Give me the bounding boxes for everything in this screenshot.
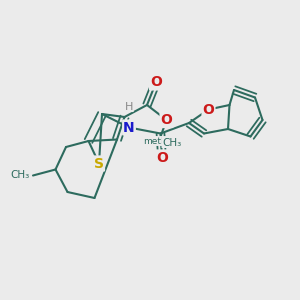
Text: CH₃: CH₃ (162, 137, 181, 148)
Text: N: N (123, 121, 135, 134)
Text: CH₃: CH₃ (11, 170, 30, 181)
Text: O: O (160, 113, 172, 127)
Text: O: O (156, 151, 168, 164)
Text: O: O (150, 76, 162, 89)
Text: H: H (125, 101, 133, 112)
Text: methyl: methyl (143, 136, 175, 146)
Text: S: S (94, 157, 104, 170)
Text: O: O (202, 103, 214, 116)
